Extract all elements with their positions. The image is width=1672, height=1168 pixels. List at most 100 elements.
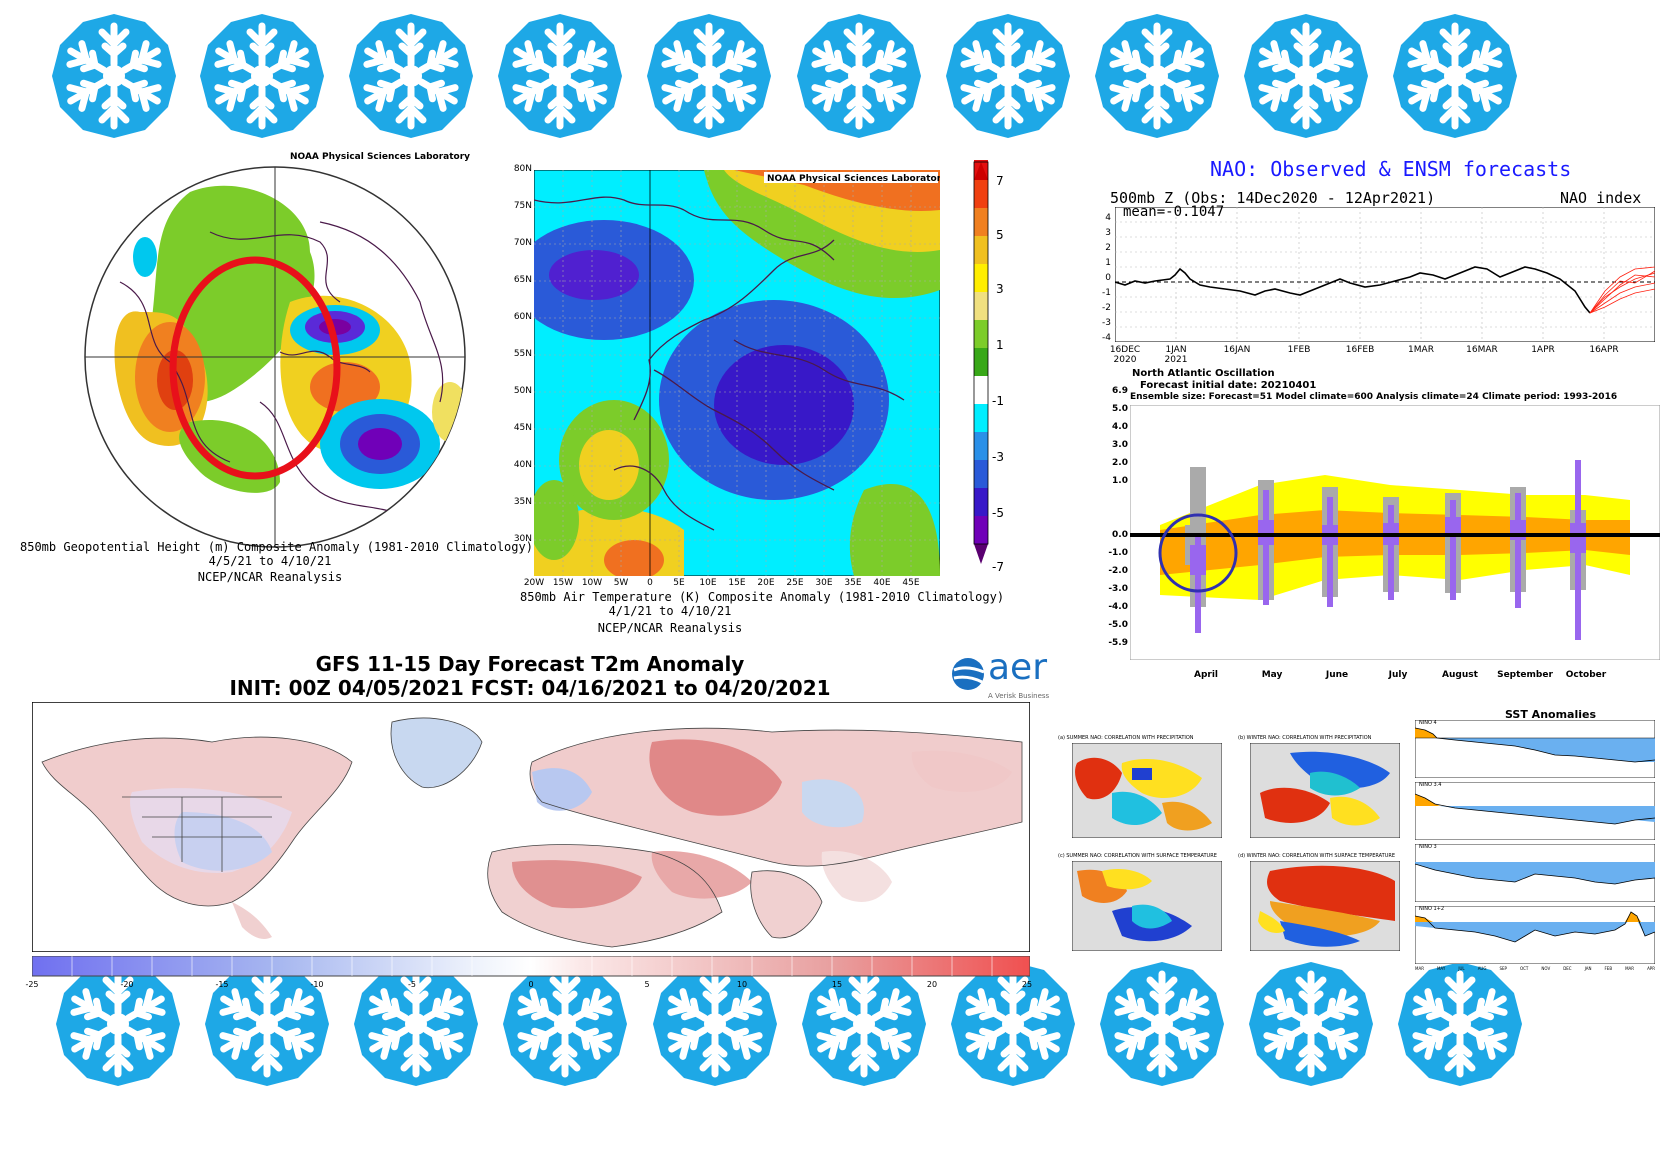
lat-label: 60N: [513, 312, 532, 322]
nao-forecast-title: North Atlantic Oscillation: [1132, 368, 1275, 379]
sst-month: FEB: [1604, 966, 1613, 971]
lon-label: 10E: [699, 578, 717, 588]
sst-month: SEP: [1499, 966, 1507, 971]
gfs-colorbar-label: 0: [528, 980, 534, 989]
plume-y-tick: -5.0: [1108, 620, 1128, 630]
nao-x-tick: 1JAN 2021: [1164, 345, 1188, 365]
nao-x-tick: 16MAR: [1466, 345, 1498, 355]
plume-y-tick: 1.0: [1112, 476, 1128, 486]
snowflake-icon: [50, 12, 178, 140]
map1-caption-line3: NCEP/NCAR Reanalysis: [197, 570, 343, 584]
nao-forecast-init: Forecast initial date: 20210401: [1140, 380, 1317, 391]
plume-y-tick: -1.0: [1108, 548, 1128, 558]
sst-panel-nino4: [1415, 720, 1655, 778]
snowflake-icon: [1093, 12, 1221, 140]
gfs-colorbar-label: -20: [120, 980, 134, 989]
corr-map-d: [1250, 861, 1400, 951]
aer-logo-sub: A Verisk Business: [988, 692, 1050, 700]
corr-label-a: (a) SUMMER NAO: CORRELATION WITH PRECIPI…: [1058, 735, 1194, 741]
plume-month-label: June: [1325, 670, 1349, 680]
lon-label: 30E: [815, 578, 833, 588]
gfs-colorbar-label: 10: [736, 980, 748, 989]
lon-label: 35E: [844, 578, 862, 588]
lat-label: 50N: [513, 386, 532, 396]
lon-label: 5E: [673, 578, 685, 588]
plume-y-tick: 6.9: [1112, 386, 1128, 396]
lat-label: 65N: [513, 275, 532, 285]
sst-anomalies-panel: SST Anomalies NINO 4 NINO 3.4 NINO 3 NIN…: [1395, 708, 1665, 988]
nao-x-tick: 1APR: [1531, 345, 1555, 355]
sst-panel-label: NINO 3.4: [1419, 782, 1442, 788]
nao-observed-panel: NAO: Observed & ENSM forecasts 500mb Z (…: [1095, 155, 1655, 365]
nao-y-tick: 3: [1105, 228, 1111, 238]
lon-label: 15W: [552, 578, 574, 588]
europe-map: NOAA Physical Sciences Laboratory: [534, 170, 940, 576]
gfs-anomaly-map: [32, 702, 1030, 952]
gfs-title-line1: GFS 11-15 Day Forecast T2m Anomaly: [315, 652, 745, 676]
gfs-colorbar-label: -5: [408, 980, 416, 989]
plume-y-tick: -2.0: [1108, 566, 1128, 576]
nao-forecast-panel: North Atlantic Oscillation Forecast init…: [1090, 368, 1665, 700]
plume-y-tick: -5.9: [1108, 638, 1128, 648]
plume-month-label: October: [1565, 670, 1607, 680]
sst-month-axis: MAR MAY JUL AUG SEP OCT NOV DEC JAN FEB …: [1415, 966, 1655, 971]
snowflake-icon: [1242, 12, 1370, 140]
temperature-colorbar: [973, 160, 989, 564]
lat-label: 30N: [513, 534, 532, 544]
height-anomaly-panel: NOAA Physical Sciences Laboratory: [20, 150, 533, 590]
map2-caption-line2: 4/1/21 to 4/10/21: [608, 604, 732, 618]
sst-month: MAR: [1625, 966, 1635, 971]
plume-y-tick: -3.0: [1108, 584, 1128, 594]
nao-x-tick: 16FEB: [1345, 345, 1375, 355]
aer-logo-text: aer: [988, 647, 1048, 688]
lat-label: 80N: [513, 164, 532, 174]
snowflake-icon: [1391, 12, 1519, 140]
nao-x-tick: 16DEC 2020: [1109, 345, 1141, 365]
plume-month-label: April: [1193, 670, 1219, 680]
lat-label: 35N: [513, 497, 532, 507]
nao-x-tick: 1FEB: [1287, 345, 1311, 355]
nao-y-tick: 2: [1105, 243, 1111, 253]
lon-label: 25E: [786, 578, 804, 588]
lon-label: 45E: [902, 578, 920, 588]
nao-x-tick: 1MAR: [1408, 345, 1434, 355]
snowflake-icon: [795, 12, 923, 140]
lon-label: 20W: [523, 578, 545, 588]
lon-label: 0: [647, 578, 653, 588]
aer-logo: aer A Verisk Business: [950, 647, 1049, 702]
sst-month: OCT: [1519, 966, 1529, 971]
sst-month: MAR: [1415, 966, 1424, 971]
plume-y-tick: 4.0: [1112, 422, 1128, 432]
polar-map: [84, 166, 466, 548]
sst-month: DEC: [1563, 966, 1572, 971]
sst-month: JUL: [1458, 966, 1465, 971]
gfs-colorbar-label: -15: [215, 980, 229, 989]
temperature-anomaly-panel: NOAA Physical Sciences Laboratory 80N 75…: [514, 160, 1030, 618]
gfs-colorbar-label: 25: [1021, 980, 1033, 989]
colorbar-label: -7: [992, 560, 1004, 574]
gfs-colorbar-label: 5: [644, 980, 650, 989]
plume-month-label: August: [1442, 670, 1478, 680]
gfs-colorbar-label: -10: [310, 980, 324, 989]
plume-month-label: May: [1261, 670, 1283, 680]
gfs-colorbar-label: 15: [831, 980, 843, 989]
map2-caption-line3: NCEP/NCAR Reanalysis: [597, 621, 743, 635]
snowflake-icon: [651, 960, 779, 1088]
corr-map-c: [1072, 861, 1222, 951]
lon-label: 5W: [613, 578, 629, 588]
map2-caption-line1: 850mb Air Temperature (K) Composite Anom…: [520, 590, 1005, 604]
plume-month-label: September: [1497, 670, 1553, 680]
lat-label: 45N: [513, 423, 532, 433]
nao-y-tick: -2: [1102, 303, 1111, 313]
lat-label: 55N: [513, 349, 532, 359]
lat-label: 40N: [513, 460, 532, 470]
lon-label: 20E: [757, 578, 775, 588]
plume-y-tick: 5.0: [1112, 404, 1128, 414]
map1-caption-line1: 850mb Geopotential Height (m) Composite …: [20, 540, 533, 554]
snowflake-icon: [198, 12, 326, 140]
lat-label: 75N: [513, 201, 532, 211]
map1-header: NOAA Physical Sciences Laboratory: [290, 152, 471, 162]
nao-subtitle: 500mb Z (Obs: 14Dec2020 - 12Apr2021): [1110, 189, 1436, 207]
colorbar-label: -5: [992, 506, 1004, 520]
nao-title: NAO: Observed & ENSM forecasts: [1210, 157, 1572, 181]
